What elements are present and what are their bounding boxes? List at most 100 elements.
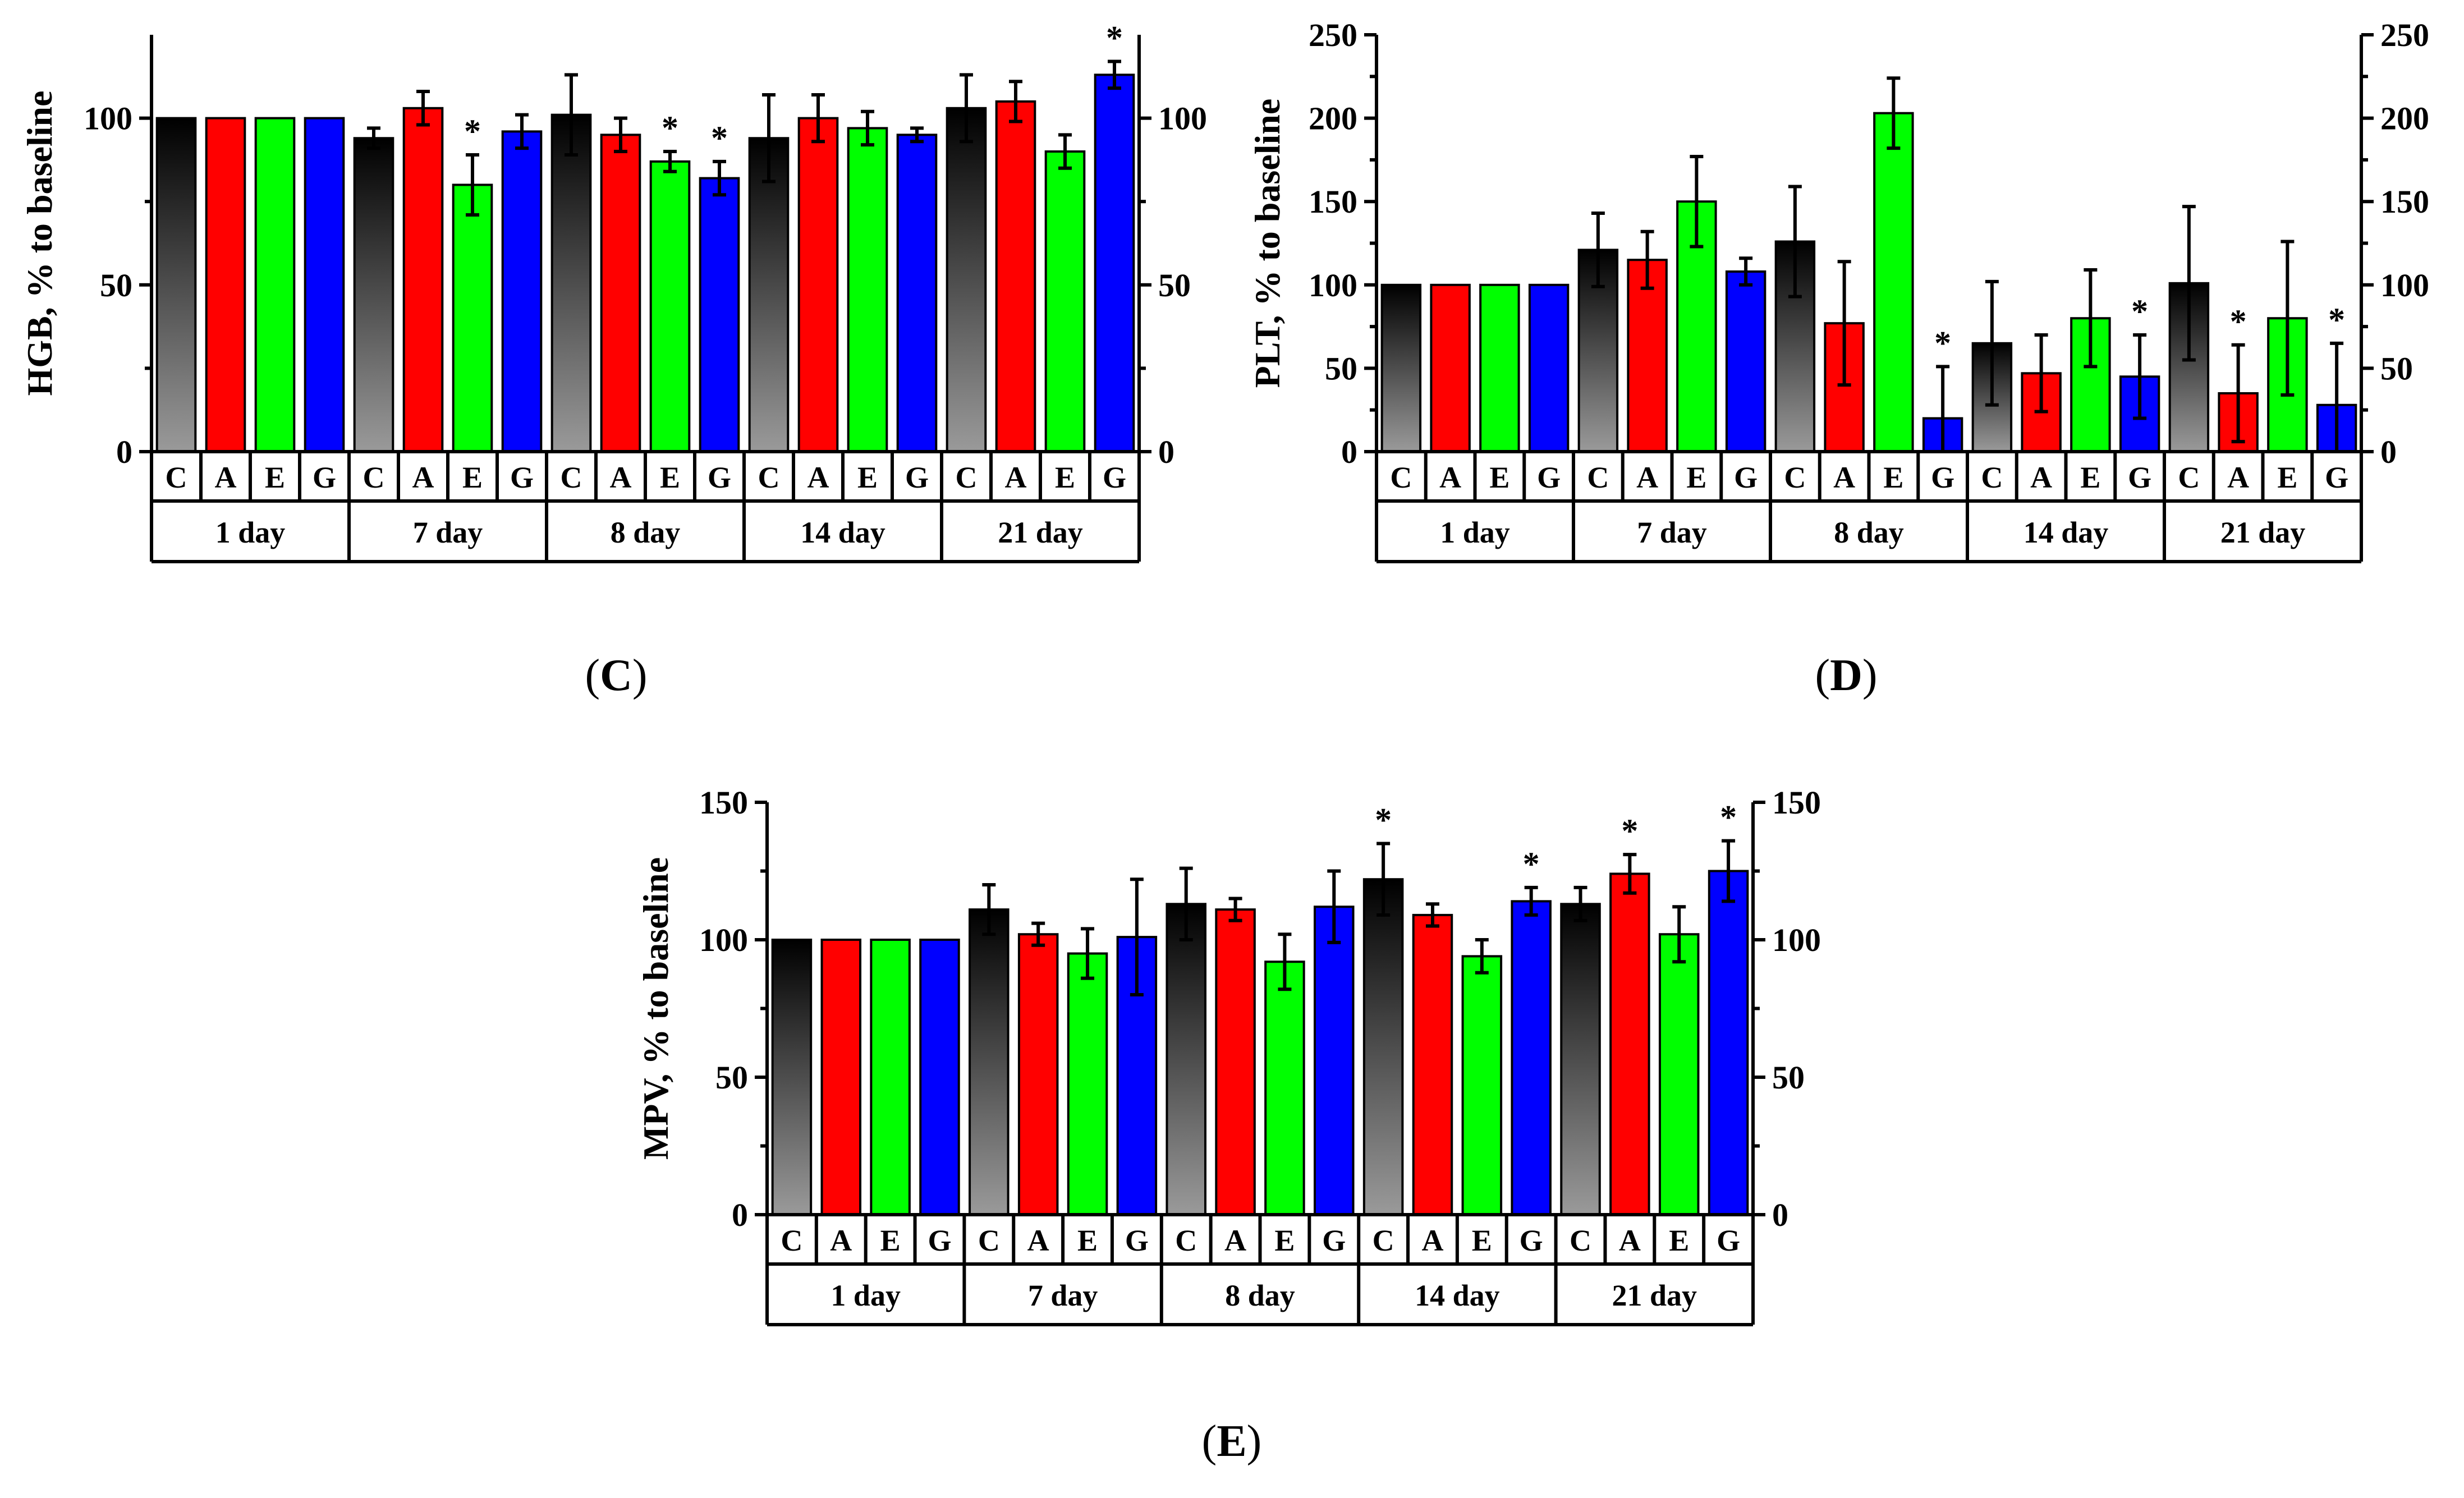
sub-label-G: G <box>1520 1224 1543 1257</box>
bar-E <box>870 939 911 1216</box>
bar-A <box>995 100 1036 453</box>
bar-E <box>1658 933 1700 1216</box>
y-axis-label: PLT, % to baseline <box>1247 99 1287 388</box>
sub-label-A: A <box>1636 461 1658 494</box>
group-label: 14 day <box>800 516 885 549</box>
bar-G <box>699 177 740 453</box>
significance-star: * <box>464 113 481 150</box>
y-tick-label-left: 0 <box>116 434 132 470</box>
group-label: 8 day <box>611 516 681 549</box>
panel-D: 0 0 50 50 100 100 150 150 200 200 250 250 PLT, % to … <box>1247 17 2429 700</box>
panel-label: (C) <box>585 651 647 700</box>
sub-label-A: A <box>215 461 237 494</box>
sub-label-C: C <box>363 461 385 494</box>
panel-label-open: ( <box>1202 1417 1217 1466</box>
sub-label-G: G <box>905 461 929 494</box>
sub-label-G: G <box>708 461 731 494</box>
sub-label-E: E <box>1055 461 1075 494</box>
significance-star: * <box>711 120 728 157</box>
bar-E <box>452 183 493 453</box>
group-label: 1 day <box>830 1279 901 1312</box>
group-label: 7 day <box>413 516 483 549</box>
sub-label-E: E <box>462 461 483 494</box>
bar-E <box>254 117 296 453</box>
sub-label-A: A <box>2030 461 2052 494</box>
bar-G <box>896 134 938 453</box>
y-tick-label-right: 200 <box>2380 100 2429 137</box>
group-label: 21 day <box>998 516 1083 549</box>
panel-label-close: ) <box>632 651 648 700</box>
sub-label-G: G <box>313 461 336 494</box>
y-tick-label-left: 250 <box>1309 17 1357 53</box>
group-label: 1 day <box>215 516 286 549</box>
bar-E <box>1067 952 1108 1216</box>
sub-label-G: G <box>1931 461 1954 494</box>
significance-star: * <box>1934 324 1951 361</box>
bar-E <box>1461 955 1503 1216</box>
sub-label-G: G <box>1717 1224 1740 1257</box>
y-tick-label-left: 150 <box>699 784 748 821</box>
bar-C <box>946 107 987 453</box>
sub-label-C: C <box>1373 1224 1394 1257</box>
sub-label-C: C <box>166 461 187 494</box>
sub-label-G: G <box>510 461 534 494</box>
sub-label-G: G <box>2325 461 2348 494</box>
sub-label-G: G <box>1125 1224 1149 1257</box>
y-tick-label-right: 0 <box>2380 434 2397 470</box>
bar-G <box>1528 283 1570 453</box>
bar-A <box>797 117 839 453</box>
sub-label-A: A <box>2227 461 2249 494</box>
y-tick-label-left: 0 <box>732 1197 748 1233</box>
bar-C <box>1166 903 1206 1216</box>
y-tick-label-right: 100 <box>1158 100 1207 137</box>
bar-C <box>550 113 592 453</box>
sub-label-E: E <box>1883 461 1903 494</box>
y-tick-label-right: 150 <box>1772 784 1821 821</box>
sub-label-C: C <box>1981 461 2003 494</box>
y-axis-label: MPV, % to baseline <box>636 857 676 1160</box>
sub-label-E: E <box>1274 1224 1295 1257</box>
sub-label-A: A <box>1027 1224 1049 1257</box>
bar-A <box>1215 908 1256 1216</box>
sub-label-G: G <box>1322 1224 1346 1257</box>
sub-label-E: E <box>1686 461 1706 494</box>
bar-G <box>304 117 345 453</box>
significance-star: * <box>1375 802 1392 839</box>
panel-label-letter: E <box>1217 1417 1246 1466</box>
sub-label-E: E <box>2080 461 2100 494</box>
significance-star: * <box>2328 301 2345 338</box>
sub-label-C: C <box>2178 461 2200 494</box>
group-label: 8 day <box>1225 1279 1295 1312</box>
bar-E <box>1479 283 1520 453</box>
sub-label-E: E <box>2277 461 2297 494</box>
significance-star: * <box>2131 293 2148 330</box>
group-label: 21 day <box>1612 1279 1697 1312</box>
group-label: 14 day <box>2023 516 2109 549</box>
y-tick-label-left: 0 <box>1341 434 1357 470</box>
sub-label-G: G <box>1103 461 1126 494</box>
sub-label-E: E <box>1077 1224 1098 1257</box>
sub-label-A: A <box>1421 1224 1443 1257</box>
significance-star: * <box>1720 799 1737 836</box>
bar-A <box>205 117 246 453</box>
y-tick-label-left: 50 <box>100 267 132 304</box>
sub-label-A: A <box>412 461 434 494</box>
y-tick-label-left: 50 <box>1325 350 1357 387</box>
bar-C <box>1380 283 1422 453</box>
y-tick-label-right: 150 <box>2380 183 2429 220</box>
sub-label-G: G <box>1734 461 1758 494</box>
y-tick-label-right: 50 <box>1772 1059 1805 1096</box>
sub-label-A: A <box>1439 461 1461 494</box>
bar-C <box>771 939 813 1216</box>
group-label: 7 day <box>1028 1279 1098 1312</box>
panel-label-close: ) <box>1862 651 1878 700</box>
bar-A <box>1017 933 1059 1216</box>
bar-E <box>649 160 691 453</box>
y-tick-label-left: 100 <box>699 922 748 958</box>
sub-label-E: E <box>1472 1224 1492 1257</box>
panel-label: (E) <box>1202 1417 1262 1466</box>
sub-label-E: E <box>660 461 680 494</box>
bar-C <box>969 908 1010 1216</box>
